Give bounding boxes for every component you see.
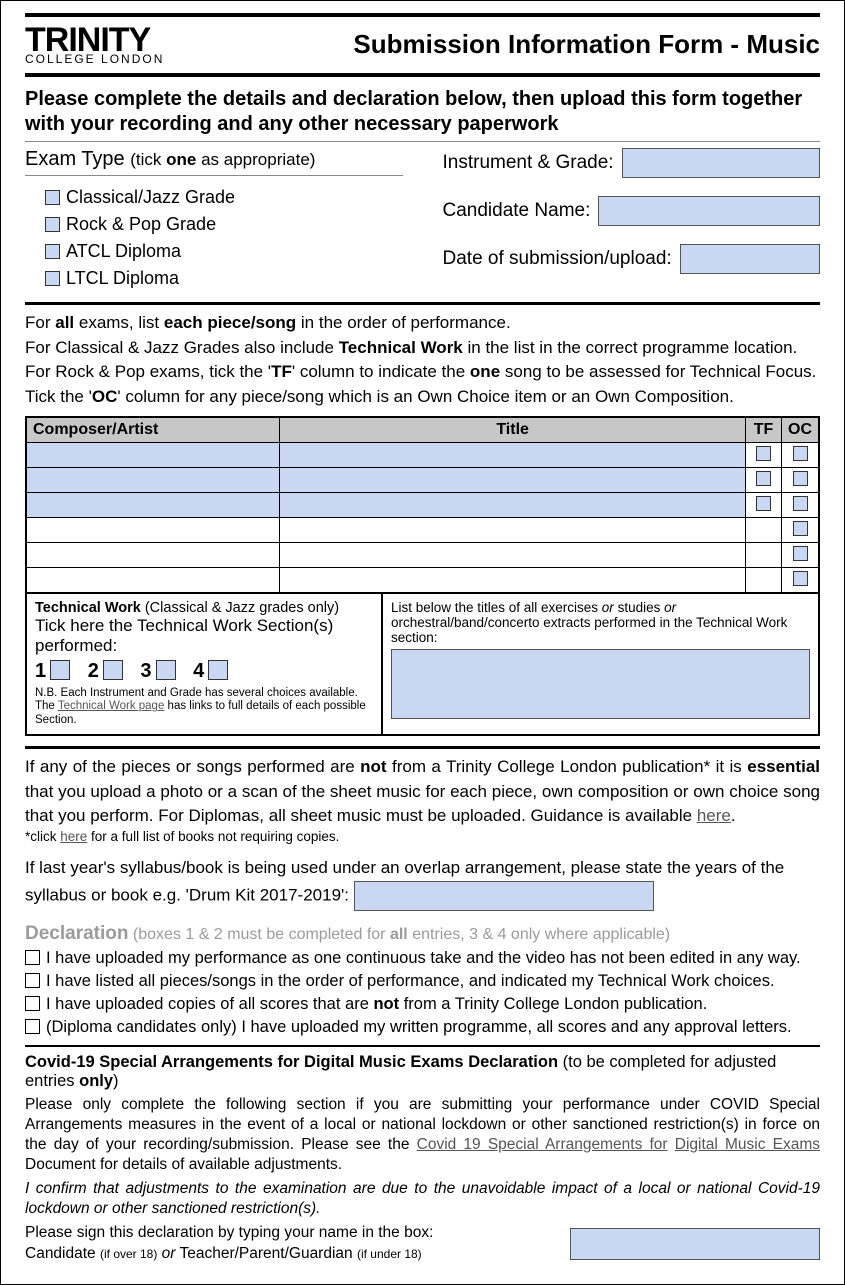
technical-work-section: Technical Work (Classical & Jazz grades … bbox=[25, 594, 820, 736]
instrument-input[interactable] bbox=[622, 148, 820, 178]
candidate-input[interactable] bbox=[598, 196, 820, 226]
declaration-heading: Declaration (boxes 1 & 2 must be complet… bbox=[25, 923, 820, 945]
oc-checkbox[interactable] bbox=[793, 521, 808, 536]
logo-sub: COLLEGE LONDON bbox=[25, 53, 164, 65]
field-instrument: Instrument & Grade: bbox=[443, 148, 821, 178]
covid-link-1[interactable]: Covid 19 Special Arrangements for bbox=[417, 1136, 668, 1153]
exam-option-classical[interactable]: Classical/Jazz Grade bbox=[45, 184, 403, 211]
books-list-link[interactable]: here bbox=[60, 829, 87, 844]
title-input[interactable] bbox=[280, 467, 746, 492]
composer-input[interactable] bbox=[26, 467, 280, 492]
field-date: Date of submission/upload: bbox=[443, 244, 821, 274]
oc-checkbox[interactable] bbox=[793, 496, 808, 511]
checkbox-icon[interactable] bbox=[45, 271, 60, 286]
th-composer: Composer/Artist bbox=[26, 417, 280, 443]
tw-titles-input[interactable] bbox=[391, 649, 810, 719]
tw-checkbox-4[interactable] bbox=[208, 660, 228, 680]
checkbox-icon[interactable] bbox=[45, 190, 60, 205]
th-oc: OC bbox=[782, 417, 820, 443]
title-input[interactable] bbox=[280, 542, 746, 567]
decl-checkbox-4[interactable] bbox=[25, 1019, 40, 1034]
oc-checkbox[interactable] bbox=[793, 546, 808, 561]
books-note: *click here for a full list of books not… bbox=[25, 829, 820, 844]
field-candidate: Candidate Name: bbox=[443, 196, 821, 226]
title-input[interactable] bbox=[280, 567, 746, 593]
covid-confirm: I confirm that adjustments to the examin… bbox=[25, 1179, 820, 1219]
tw-checkbox-1[interactable] bbox=[50, 660, 70, 680]
exam-option-rockpop[interactable]: Rock & Pop Grade bbox=[45, 211, 403, 238]
signature-input[interactable] bbox=[570, 1228, 820, 1260]
composer-input[interactable] bbox=[26, 442, 280, 467]
date-input[interactable] bbox=[680, 244, 820, 274]
listing-instructions: For all exams, list each piece/song in t… bbox=[25, 311, 820, 410]
title-input[interactable] bbox=[280, 442, 746, 467]
title-input[interactable] bbox=[280, 492, 746, 517]
tw-instruction: Tick here the Technical Work Section(s) … bbox=[35, 616, 373, 656]
checkbox-icon[interactable] bbox=[45, 244, 60, 259]
th-title: Title bbox=[280, 417, 746, 443]
covid-sign-text: Please sign this declaration by typing y… bbox=[25, 1223, 560, 1263]
exam-type-heading: Exam Type (tick one as appropriate) bbox=[25, 148, 403, 176]
composer-input[interactable] bbox=[26, 492, 280, 517]
tf-checkbox[interactable] bbox=[756, 446, 771, 461]
composer-input[interactable] bbox=[26, 517, 280, 542]
covid-link-2[interactable]: Digital Music Exams bbox=[675, 1136, 820, 1153]
decl-checkbox-1[interactable] bbox=[25, 950, 40, 965]
composer-input[interactable] bbox=[26, 542, 280, 567]
candidate-label: Candidate Name: bbox=[443, 200, 591, 222]
tf-checkbox[interactable] bbox=[756, 496, 771, 511]
logo: TRINITY COLLEGE LONDON bbox=[25, 23, 164, 65]
composer-input[interactable] bbox=[26, 567, 280, 593]
title-input[interactable] bbox=[280, 517, 746, 542]
exam-option-atcl[interactable]: ATCL Diploma bbox=[45, 238, 403, 265]
decl-checkbox-3[interactable] bbox=[25, 996, 40, 1011]
date-label: Date of submission/upload: bbox=[443, 248, 672, 270]
tf-checkbox[interactable] bbox=[756, 471, 771, 486]
exam-option-ltcl[interactable]: LTCL Diploma bbox=[45, 265, 403, 292]
header: TRINITY COLLEGE LONDON Submission Inform… bbox=[25, 13, 820, 77]
tw-checkbox-2[interactable] bbox=[103, 660, 123, 680]
checkbox-icon[interactable] bbox=[45, 217, 60, 232]
page-title: Submission Information Form - Music bbox=[353, 29, 820, 60]
tw-page-link[interactable]: Technical Work page bbox=[58, 700, 165, 712]
tw-checkbox-3[interactable] bbox=[156, 660, 176, 680]
overlap-para: If last year's syllabus/book is being us… bbox=[25, 856, 820, 911]
sheet-music-para: If any of the pieces or songs performed … bbox=[25, 755, 820, 829]
oc-checkbox[interactable] bbox=[793, 446, 808, 461]
overlap-input[interactable] bbox=[354, 881, 654, 911]
pieces-table: Composer/Artist Title TF OC bbox=[25, 416, 820, 594]
decl-checkbox-2[interactable] bbox=[25, 973, 40, 988]
th-tf: TF bbox=[746, 417, 782, 443]
guidance-link[interactable]: here bbox=[697, 806, 731, 825]
intro-text: Please complete the details and declarat… bbox=[25, 87, 820, 142]
covid-heading: Covid-19 Special Arrangements for Digita… bbox=[25, 1053, 820, 1091]
oc-checkbox[interactable] bbox=[793, 471, 808, 486]
covid-para: Please only complete the following secti… bbox=[25, 1095, 820, 1176]
instrument-label: Instrument & Grade: bbox=[443, 152, 614, 174]
oc-checkbox[interactable] bbox=[793, 571, 808, 586]
